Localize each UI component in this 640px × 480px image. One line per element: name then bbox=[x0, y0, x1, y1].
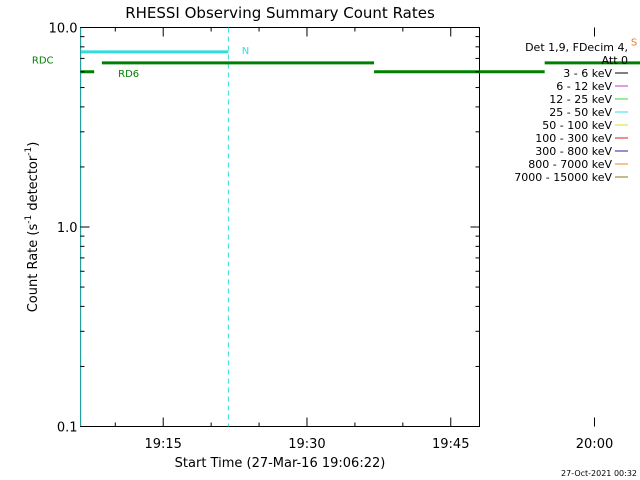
legend-label-1: 6 - 12 keV bbox=[556, 80, 612, 93]
x-tick-label-2: 19:45 bbox=[432, 437, 469, 452]
legend-label-3: 25 - 50 keV bbox=[549, 106, 612, 119]
x-tick-label-1: 19:30 bbox=[288, 437, 325, 452]
y-axis-label-part-1: Count Rate (s bbox=[26, 224, 41, 313]
y-axis-label: Count Rate (s-1 detector-1) bbox=[24, 142, 41, 313]
legend-label-7: 800 - 7000 keV bbox=[528, 158, 612, 171]
legend-label-6: 300 - 800 keV bbox=[535, 145, 612, 158]
x-axis-label: Start Time (27-Mar-16 19:06:22) bbox=[175, 456, 386, 471]
footer-timestamp: 27-Oct-2021 00:32 bbox=[561, 469, 637, 478]
legend-label-5: 100 - 300 keV bbox=[535, 132, 612, 145]
annotation-rdc: RDC bbox=[32, 56, 54, 67]
annotation-rd6: RD6 bbox=[118, 69, 139, 80]
flag-segments bbox=[80, 50, 640, 74]
y-axis-label-exp-1: -1 bbox=[24, 215, 34, 224]
x-tick-label-0: 19:15 bbox=[144, 437, 181, 452]
legend-label-8: 7000 - 15000 keV bbox=[514, 171, 612, 184]
legend-header-line-2: Att 0 bbox=[602, 54, 628, 67]
legend-label-4: 50 - 100 keV bbox=[542, 119, 612, 132]
y-tick-label-0: 10.0 bbox=[49, 22, 78, 37]
legend-header-line-1: Det 1,9, FDecim 4, bbox=[525, 41, 628, 54]
legend-label-2: 12 - 25 keV bbox=[549, 93, 612, 106]
plot-frame-group bbox=[80, 27, 480, 427]
chart-title: RHESSI Observing Summary Count Rates bbox=[125, 4, 435, 22]
y-axis-label-part-3: ) bbox=[26, 142, 41, 147]
annotation-s: S bbox=[631, 38, 637, 49]
axis-ticks: 10.01.00.119:1519:3019:4520:0020:1520:30… bbox=[49, 22, 614, 453]
y-axis-label-exp-2: -1 bbox=[24, 147, 34, 156]
legend-label-0: 3 - 6 keV bbox=[563, 67, 612, 80]
y-tick-label-1: 1.0 bbox=[57, 221, 78, 236]
plot-frame bbox=[80, 27, 480, 427]
x-tick-label-3: 20:00 bbox=[576, 437, 613, 452]
annotation-n: N bbox=[242, 46, 249, 57]
y-axis-label-part-2: detector bbox=[26, 155, 41, 215]
y-tick-label-2: 0.1 bbox=[57, 421, 78, 436]
annotations: RDC RD6 N S bbox=[32, 38, 637, 81]
